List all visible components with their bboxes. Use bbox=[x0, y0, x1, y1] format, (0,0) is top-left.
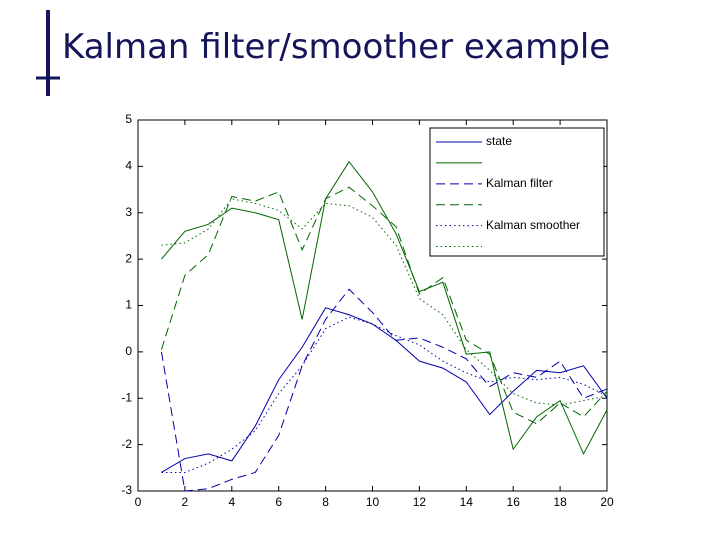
x-tick-label: 18 bbox=[553, 495, 567, 509]
x-tick-label: 2 bbox=[182, 495, 189, 509]
x-tick-label: 0 bbox=[135, 495, 142, 509]
y-tick-label: 2 bbox=[125, 251, 132, 265]
y-tick-label: -3 bbox=[121, 483, 132, 497]
y-tick-label: 0 bbox=[125, 344, 132, 358]
legend-box bbox=[429, 127, 605, 257]
y-tick-label: -1 bbox=[121, 390, 132, 404]
series-line bbox=[160, 186, 608, 425]
slide-title: Kalman filter/smoother example bbox=[62, 27, 610, 67]
x-tick-label: 6 bbox=[275, 495, 282, 509]
x-tick-label: 12 bbox=[413, 495, 427, 509]
x-tick-label: 8 bbox=[322, 495, 329, 509]
series-line bbox=[161, 316, 608, 473]
x-tick-label: 10 bbox=[366, 495, 380, 509]
y-tick-label: 1 bbox=[125, 298, 132, 312]
legend-label: state bbox=[486, 134, 512, 148]
x-tick-label: 20 bbox=[600, 495, 614, 509]
y-tick-label: 4 bbox=[125, 159, 132, 173]
series-line bbox=[161, 307, 608, 473]
x-tick-label: 16 bbox=[507, 495, 521, 509]
x-tick-label: 14 bbox=[460, 495, 474, 509]
x-tick-label: 4 bbox=[228, 495, 235, 509]
legend-label: Kalman filter bbox=[486, 176, 553, 190]
y-tick-label: -2 bbox=[121, 437, 132, 451]
series-line bbox=[160, 288, 608, 492]
y-tick-label: 5 bbox=[125, 112, 132, 126]
legend-label: Kalman smoother bbox=[486, 218, 580, 232]
y-tick-label: 3 bbox=[125, 205, 132, 219]
